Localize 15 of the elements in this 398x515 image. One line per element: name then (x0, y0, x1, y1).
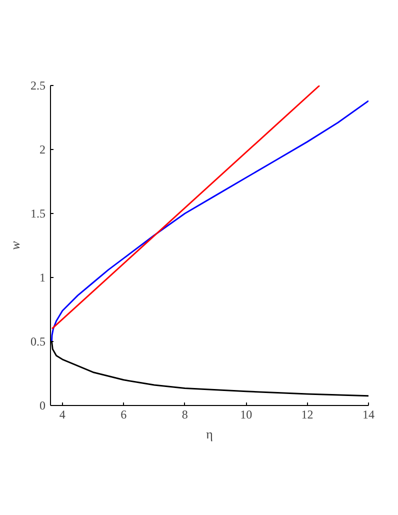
y-tick-label: 2 (40, 142, 46, 156)
x-tick-label: 10 (240, 408, 252, 422)
x-tick-label: 12 (301, 408, 314, 422)
y-axis-title: w (8, 240, 22, 250)
x-tick-label: 4 (59, 408, 66, 422)
x-tick-label: 14 (362, 408, 374, 422)
x-axis-title: η (206, 426, 214, 442)
y-tick-label: 0.5 (30, 334, 46, 348)
x-tick-label: 6 (120, 408, 127, 422)
y-tick-label: 1 (40, 270, 46, 284)
x-tick-label: 8 (182, 408, 188, 422)
y-tick-label: 0 (40, 398, 46, 412)
line-series (50, 100, 368, 342)
y-tick-label: 1.5 (30, 206, 46, 220)
y-tick-label: 2.5 (30, 78, 46, 92)
